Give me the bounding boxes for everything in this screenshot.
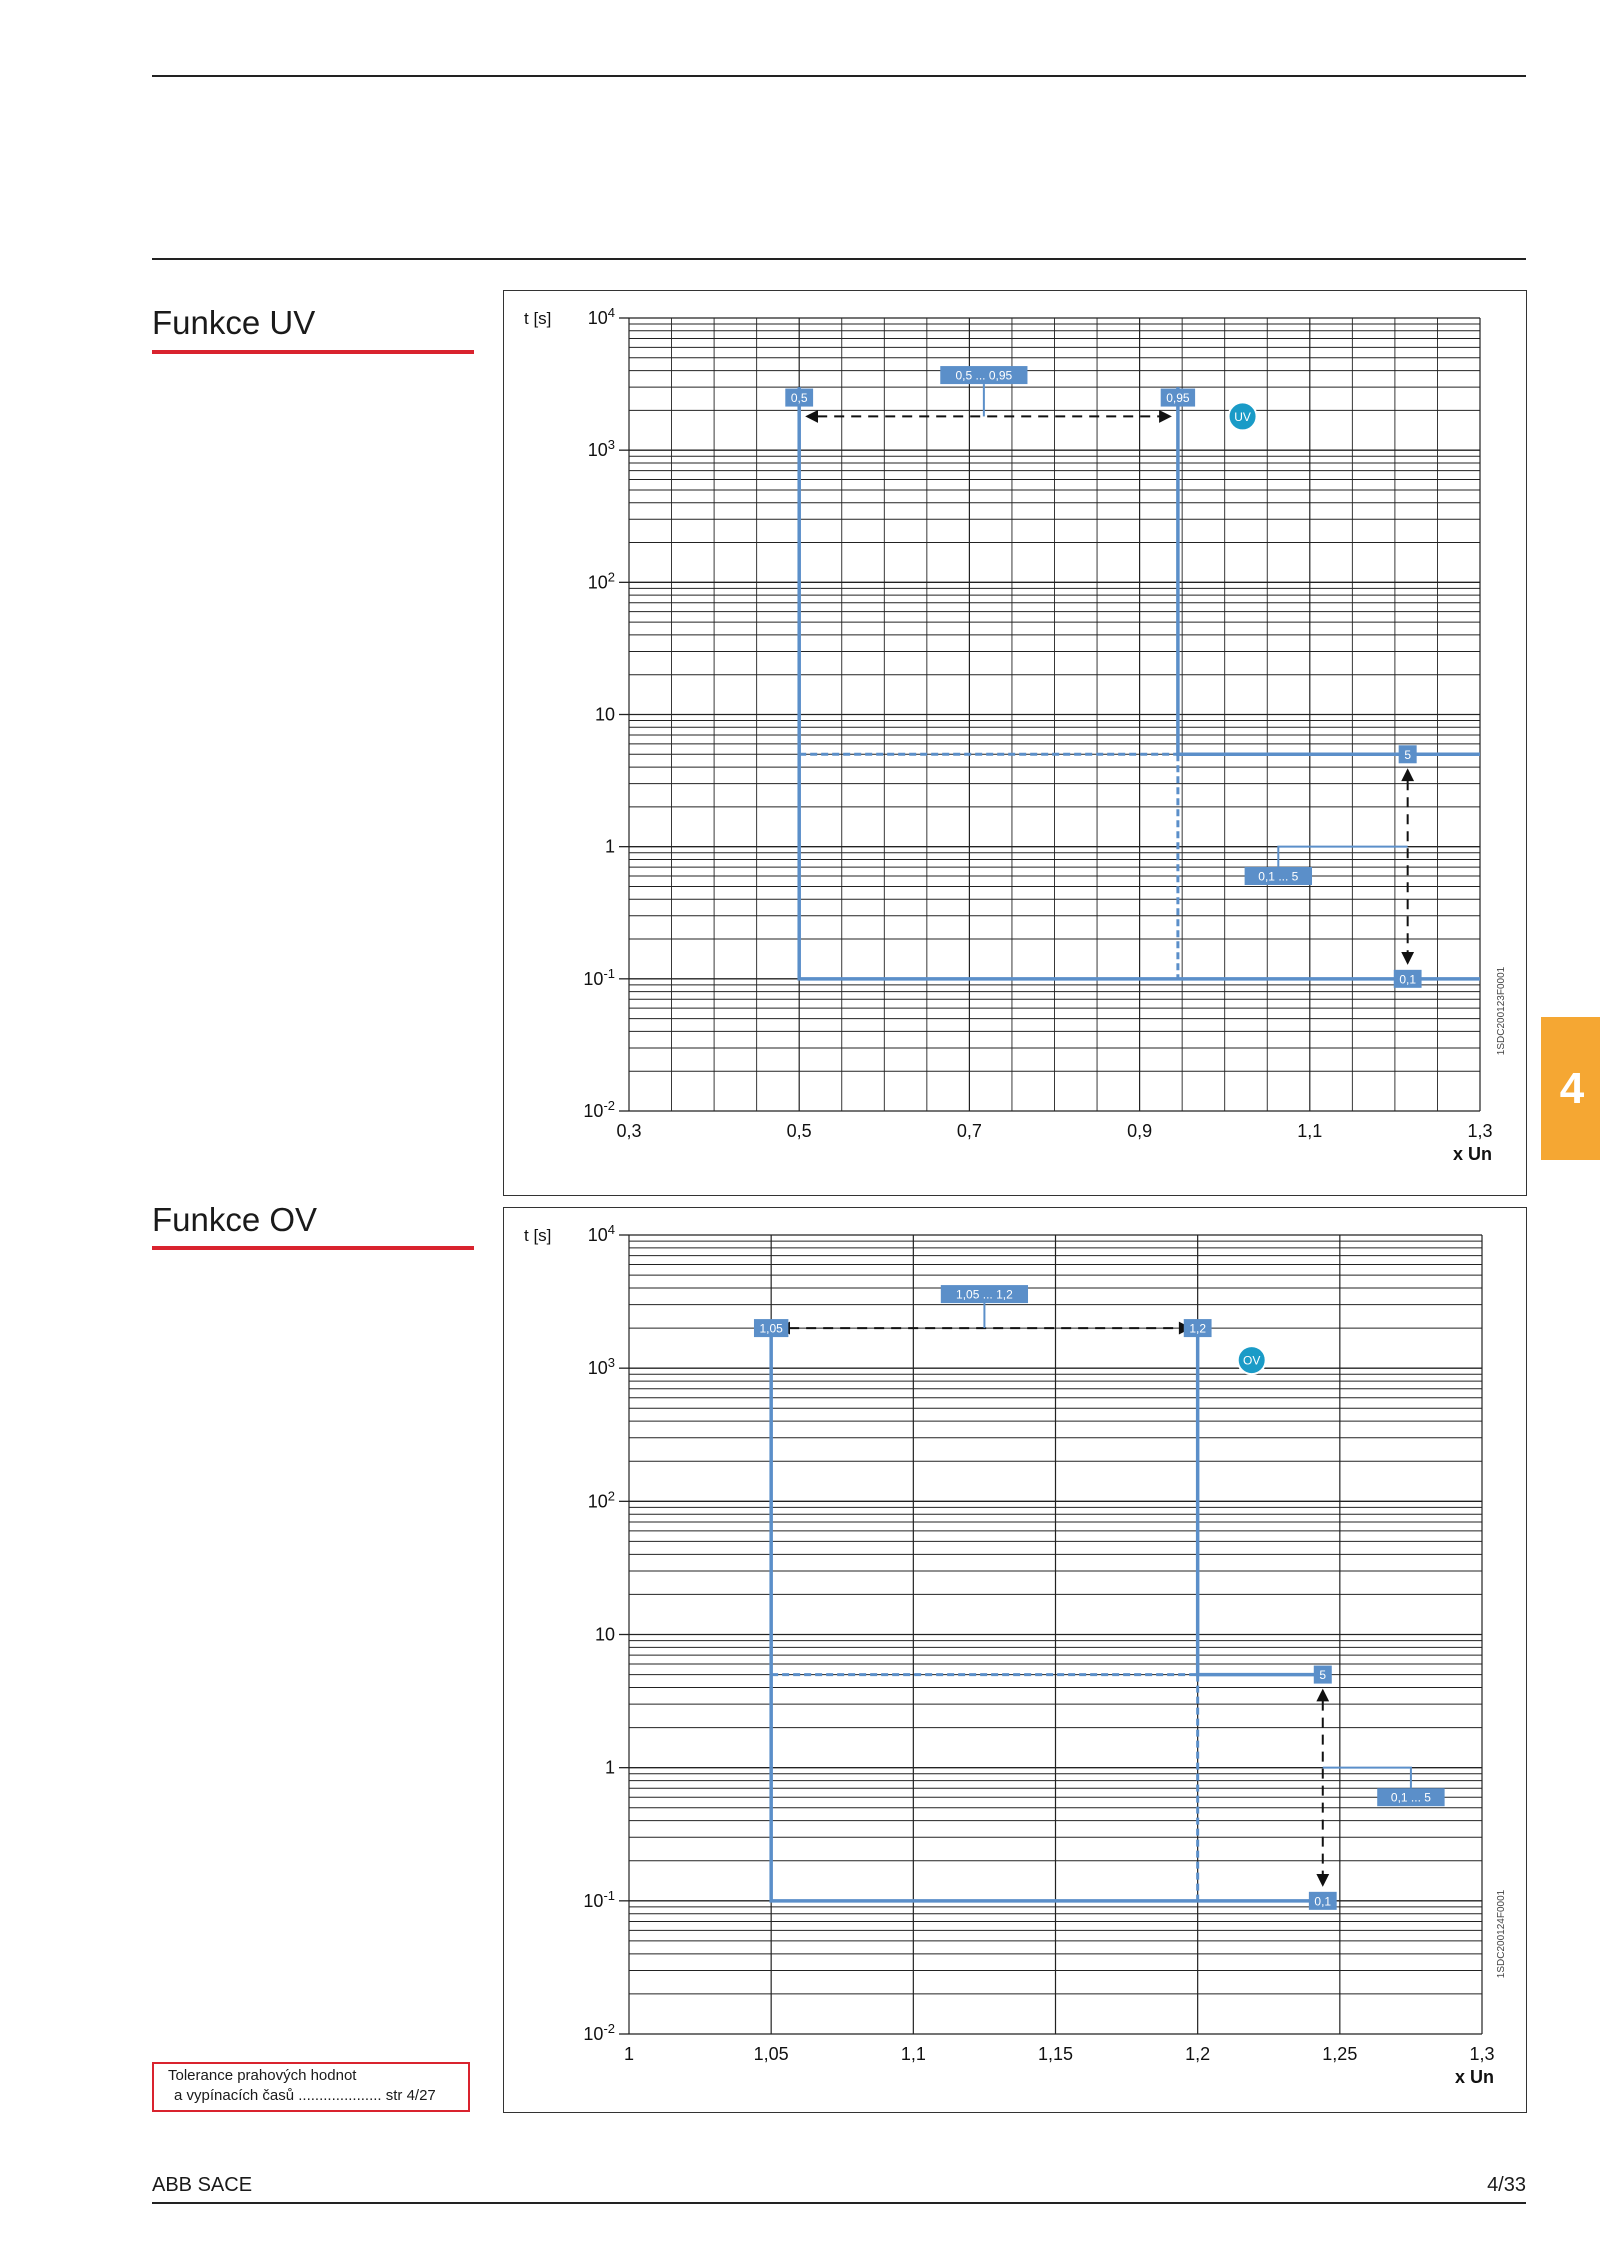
tolerance-line-1: Tolerance prahových hodnot: [168, 2067, 357, 2084]
ov-y-tick-label: 103: [588, 1355, 615, 1378]
ov-x-tick-label: 1,15: [1038, 2044, 1073, 2064]
chapter-tab-marker: 4: [1541, 1017, 1600, 1160]
ov-chart-frame: 104 103 102 10 1 10-1 10-2 t [s] 1 1,05 1,1 1,15 1,2…: [503, 1207, 1527, 2113]
ov-y-tick-label: 1: [605, 1758, 615, 1778]
uv-time-arrow-head-down: [1401, 952, 1415, 965]
uv-x-tick-label: 1,1: [1297, 1121, 1322, 1141]
section-underline-ov: [152, 1246, 474, 1250]
ov-x-tick-label: 1,1: [901, 2044, 926, 2064]
ov-value-label-2: 1,2: [1189, 1322, 1206, 1336]
uv-value-label-5-bg: [1393, 969, 1422, 988]
ov-value-label-5: 0,1: [1314, 1894, 1331, 1908]
ov-grid: [628, 1234, 1483, 2035]
uv-time-leader: [1277, 845, 1408, 867]
uv-value-label-4: 0,1 ... 5: [1258, 869, 1298, 883]
ov-y-tick-label: 10-2: [583, 2021, 615, 2044]
uv-curve-solid-1: [1176, 387, 1480, 757]
uv-y-tick-label: 104: [588, 305, 615, 328]
ov-badge-circle: [1236, 1345, 1267, 1376]
uv-grid: [628, 317, 1481, 1112]
ov-curve-solid-1: [769, 1328, 1326, 1903]
ov-x-tick-label: 1,3: [1469, 2044, 1494, 2064]
ov-value-label-4-bg: [1377, 1788, 1445, 1807]
uv-y-tick-label: 103: [588, 437, 615, 460]
uv-value-label-0: 0,5 ... 0,95: [956, 369, 1013, 383]
header-rule: [152, 258, 1526, 260]
uv-value-label-4-bg: [1244, 866, 1313, 885]
uv-value-label-2: 0,95: [1166, 391, 1190, 405]
ov-value-label-3-bg: [1313, 1665, 1332, 1684]
tolerance-reference-box[interactable]: Tolerance prahových hodnot a vypínacích …: [152, 2062, 470, 2112]
uv-value-label-3: 5: [1404, 748, 1411, 762]
ov-drawing-code: 1SDC200124F0001: [1496, 1889, 1507, 1978]
section-title-uv: Funkce UV: [152, 304, 316, 341]
uv-y-tick-label: 10: [595, 705, 615, 725]
ov-x-tick-label: 1,2: [1185, 2044, 1210, 2064]
ov-time-arrow-head-up: [1316, 1688, 1330, 1702]
section-underline-uv: [152, 350, 474, 354]
ov-value-label-0-bg: [940, 1285, 1029, 1304]
uv-value-label-5: 0,1: [1399, 972, 1416, 986]
ov-value-label-1: 1,05: [759, 1322, 783, 1336]
uv-badge-circle: [1227, 401, 1258, 432]
uv-chart-frame: 104 103 102 10 1 10-1 10-2 t [s] 0,3 0,5 0,7 0,9 1,1…: [503, 290, 1527, 1196]
uv-badge-label: UV: [1234, 410, 1251, 424]
uv-x-tick-label: 1,3: [1467, 1121, 1492, 1141]
uv-curve-solid-0: [797, 387, 1480, 981]
ov-y-tick-label: 104: [588, 1222, 615, 1245]
uv-x-tick-label: 0,3: [616, 1121, 641, 1141]
uv-threshold-arrow-head-left: [805, 410, 818, 423]
ov-y-tick-label: 10-1: [583, 1888, 615, 1911]
ov-value-label-2-bg: [1183, 1319, 1212, 1338]
uv-y-tick-label: 10-2: [583, 1098, 615, 1121]
uv-y-tick-label: 10-1: [583, 966, 615, 989]
uv-time-arrow-head-up: [1401, 768, 1415, 782]
ov-time-leader: [1322, 1766, 1412, 1789]
footer-page-number: 4/33: [1487, 2174, 1526, 2196]
ov-y-axis-label: t [s]: [524, 1226, 551, 1245]
ov-x-axis-label: x Un: [1455, 2067, 1494, 2087]
uv-y-tick-label: 102: [588, 569, 615, 592]
ov-value-label-0: 1,05 ... 1,2: [956, 1288, 1013, 1302]
uv-x-axis-label: x Un: [1453, 1144, 1492, 1164]
ov-badge-label: OV: [1243, 1354, 1260, 1368]
tolerance-line-2: a vypínacích časů .................... s…: [174, 2087, 436, 2104]
ov-y-tick-label: 10: [595, 1625, 615, 1645]
uv-value-label-1-bg: [785, 388, 814, 407]
section-title-ov: Funkce OV: [152, 1201, 318, 1238]
uv-value-label-0-bg: [940, 366, 1028, 385]
uv-drawing-code: 1SDC200123F0001: [1496, 966, 1507, 1055]
footer-rule: [152, 2202, 1526, 2204]
uv-x-tick-label: 0,5: [787, 1121, 812, 1141]
uv-value-label-3-bg: [1398, 745, 1417, 764]
uv-x-tick-label: 0,7: [957, 1121, 982, 1141]
uv-x-tick-label: 0,9: [1127, 1121, 1152, 1141]
ov-y-tick-label: 102: [588, 1488, 615, 1511]
uv-value-label-1: 0,5: [791, 391, 808, 405]
ov-value-label-4: 0,1 ... 5: [1391, 1791, 1431, 1805]
ov-value-label-3: 5: [1319, 1668, 1326, 1682]
uv-y-axis-label: t [s]: [524, 309, 551, 328]
ov-x-tick-label: 1,25: [1322, 2044, 1357, 2064]
uv-value-label-2-bg: [1160, 388, 1196, 407]
ov-value-label-1-bg: [753, 1319, 789, 1338]
uv-threshold-arrow-head-right: [1159, 410, 1172, 423]
ov-x-tick-label: 1: [624, 2044, 634, 2064]
ov-x-tick-label: 1,05: [754, 2044, 789, 2064]
ov-time-arrow-head-down: [1316, 1874, 1330, 1887]
footer-company: ABB SACE: [152, 2174, 253, 2196]
ov-value-label-5-bg: [1308, 1891, 1337, 1910]
top-rule: [152, 75, 1526, 77]
uv-y-tick-label: 1: [605, 837, 615, 857]
